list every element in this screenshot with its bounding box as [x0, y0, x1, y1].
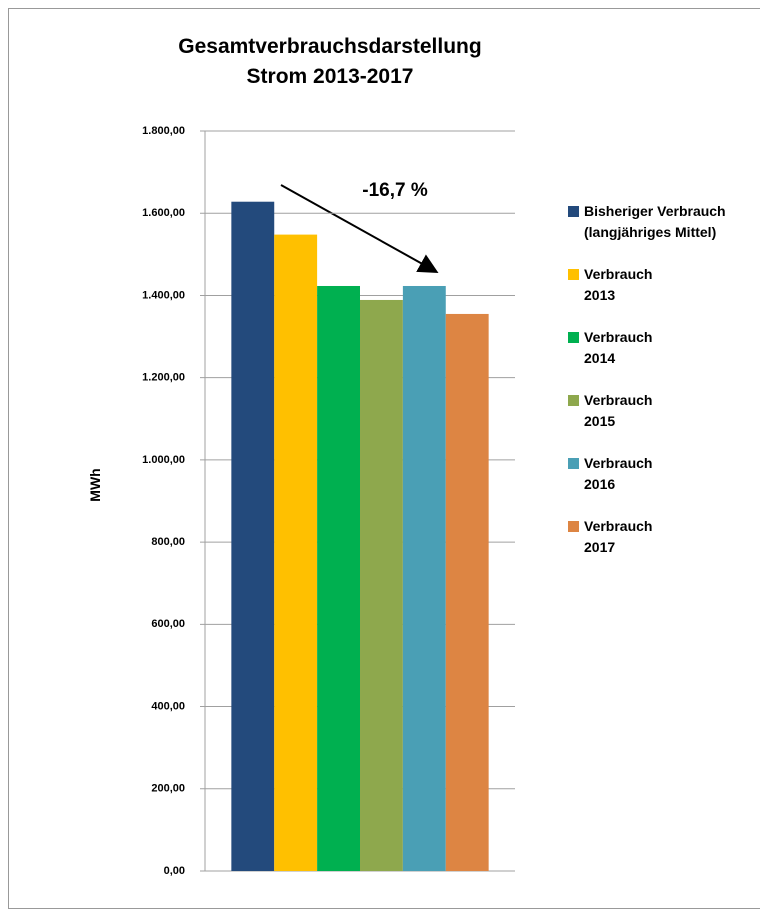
y-tick-label: 0,00 — [164, 865, 185, 877]
y-tick-label: 1.400,00 — [142, 289, 185, 301]
annotation: -16,7 % — [362, 180, 428, 201]
y-tick-label: 200,00 — [151, 783, 185, 795]
bar — [445, 313, 489, 871]
legend-swatch — [568, 395, 579, 406]
legend-swatch — [568, 521, 579, 532]
legend-swatch — [568, 458, 579, 469]
legend-label: Verbrauch 2017 — [584, 518, 653, 555]
bar — [402, 285, 446, 871]
legend-label: Verbrauch 2016 — [584, 455, 653, 492]
legend-label: Verbrauch 2013 — [584, 266, 653, 303]
legend-label: Verbrauch 2014 — [584, 329, 653, 366]
legend-swatch — [568, 332, 579, 343]
legend-label: Bisheriger Verbrauch (langjähriges Mitte… — [584, 203, 726, 240]
bar — [317, 285, 360, 871]
y-tick-label: 1.000,00 — [142, 454, 185, 466]
bar — [274, 234, 318, 872]
legend-label: Verbrauch 2015 — [584, 392, 653, 429]
annotation-arrow — [280, 184, 439, 273]
y-tick-label: 1.600,00 — [142, 207, 185, 219]
legend-swatch — [568, 269, 579, 280]
y-tick-label: 400,00 — [151, 700, 185, 712]
y-tick-label: 1.800,00 — [142, 125, 185, 137]
y-tick-label: 1.200,00 — [142, 372, 185, 384]
y-tick-label: 800,00 — [151, 536, 185, 548]
bar — [231, 201, 275, 871]
bar — [360, 299, 403, 871]
chart-title: Gesamtverbrauchsdarstellung Strom 2013-2… — [178, 35, 482, 88]
chart-border — [8, 8, 760, 909]
y-axis-title: MWh — [87, 468, 103, 501]
y-tick-label: 600,00 — [151, 618, 185, 630]
legend-swatch — [568, 206, 579, 217]
